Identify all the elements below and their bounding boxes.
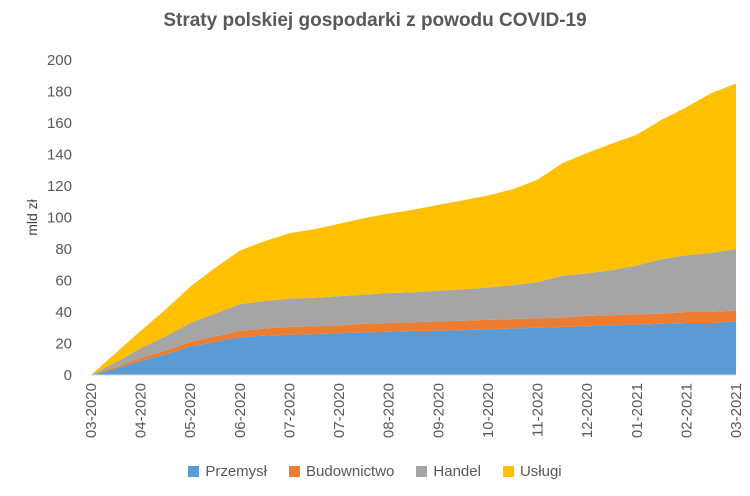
legend-swatch — [502, 466, 514, 477]
area-series — [91, 310, 736, 375]
legend-item: Handel — [416, 463, 481, 480]
y-axis-title: mld zł — [24, 198, 40, 235]
x-tick-label: 09-2020 — [430, 383, 447, 438]
y-tick-label: 80 — [55, 241, 72, 258]
x-tick-label: 11-2020 — [530, 383, 547, 437]
x-tick-label: 03-2020 — [83, 383, 100, 438]
legend-item: Usługi — [502, 463, 562, 480]
x-tick-label: 02-2021 — [678, 383, 695, 438]
x-tick-label: 01-2021 — [629, 383, 646, 438]
x-tick-label: 07-2020 — [331, 383, 348, 438]
x-tick-label: 06-2020 — [232, 383, 249, 438]
x-tick-label: 12-2020 — [579, 383, 596, 438]
legend-label: Przemysł — [205, 463, 268, 480]
legend-swatch — [416, 466, 428, 477]
x-tick-label: 05-2020 — [182, 383, 199, 438]
x-tick-label: 03-2021 — [728, 383, 745, 438]
legend-label: Usługi — [519, 463, 562, 480]
x-tick-label: 07-2020 — [281, 383, 298, 438]
y-tick-label: 100 — [47, 210, 72, 227]
legend-label: Budownictwo — [306, 463, 395, 480]
y-tick-label: 140 — [47, 147, 72, 164]
legend-item: Przemysł — [188, 463, 267, 480]
x-tick-label: 04-2020 — [133, 383, 150, 438]
legend-item: Budownictwo — [289, 463, 394, 480]
x-tick-label: 08-2020 — [381, 383, 398, 438]
area-series — [91, 321, 736, 375]
x-tick-label: 10-2020 — [480, 383, 497, 438]
legend-swatch — [289, 466, 301, 477]
y-tick-label: 200 — [47, 52, 72, 69]
y-tick-label: 160 — [47, 115, 72, 132]
area-series — [91, 249, 736, 375]
y-tick-label: 0 — [64, 367, 72, 384]
chart-title: Straty polskiej gospodarki z powodu COVI… — [163, 10, 587, 31]
legend-label: Handel — [433, 463, 481, 480]
legend: Przemysł Budownictwo Handel Usługi — [0, 463, 750, 480]
area-series — [91, 83, 736, 375]
y-tick-label: 180 — [47, 84, 72, 101]
legend-swatch — [188, 466, 200, 477]
y-tick-label: 120 — [47, 178, 72, 195]
y-tick-label: 20 — [55, 336, 72, 353]
y-tick-label: 40 — [55, 304, 72, 321]
y-tick-label: 60 — [55, 273, 72, 290]
